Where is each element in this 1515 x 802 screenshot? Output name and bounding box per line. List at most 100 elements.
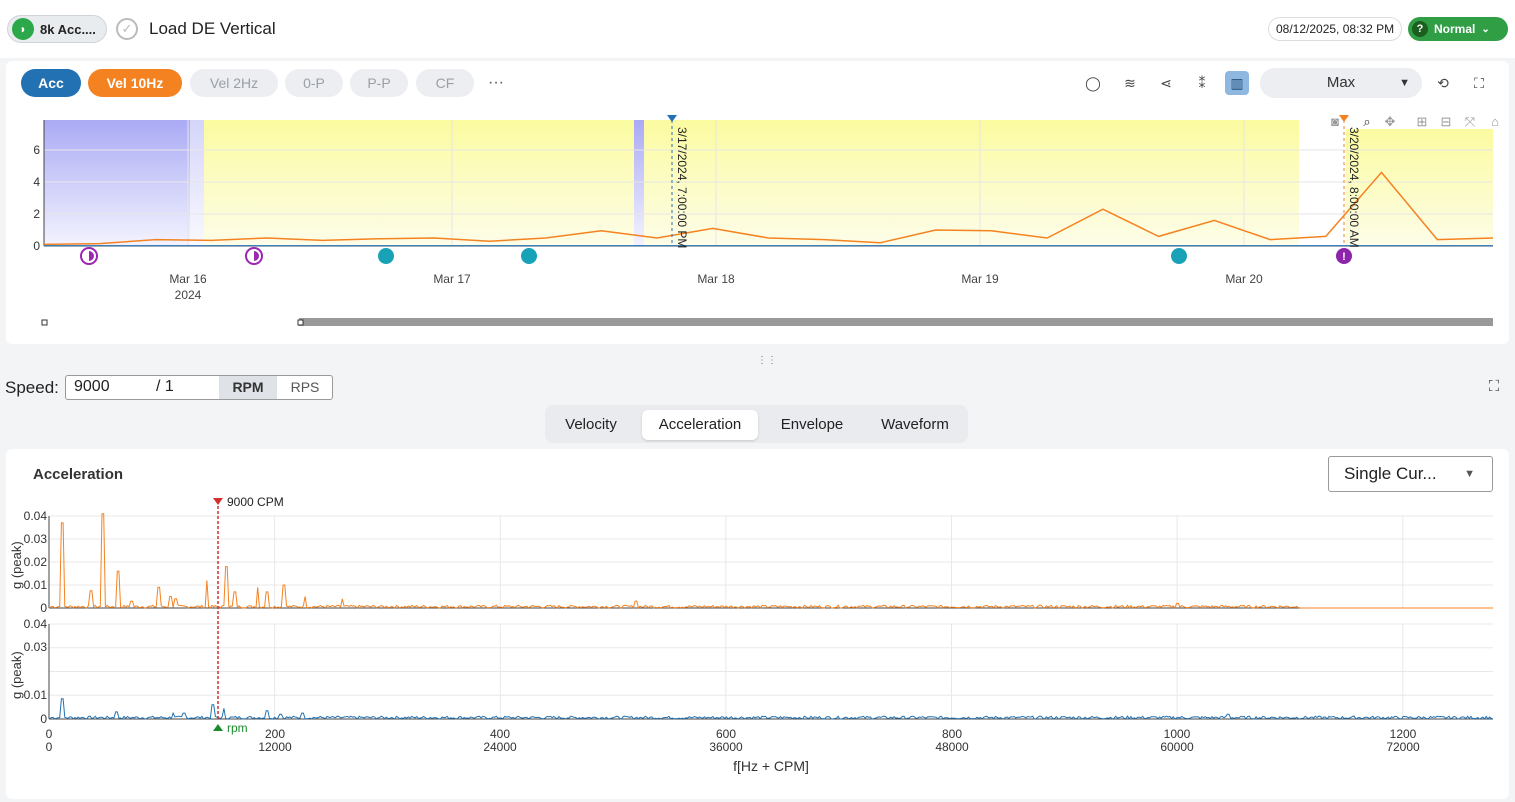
fullscreen-icon[interactable]: ⛶ <box>1474 75 1484 91</box>
vel-10hz-button[interactable]: Vel 10Hz <box>88 69 182 97</box>
spec-y-tick: 0.01 <box>24 688 48 702</box>
spec-x-tick: 200 <box>265 727 285 741</box>
trend-chart[interactable]: 0 2 4 6 Mar 16 2024 Mar 17 Mar 18 Mar 19… <box>6 61 1509 344</box>
camera-icon[interactable]: ◙ <box>1331 114 1339 129</box>
vel-2hz-button[interactable]: Vel 2Hz <box>190 69 278 97</box>
date-marker-label: 3/17/2024, 7:00:00 PM <box>675 127 689 248</box>
comment-icon[interactable]: ◯ <box>1085 75 1101 91</box>
spec-y-tick: 0.04 <box>24 617 48 631</box>
spec-x-tick: 800 <box>942 727 962 741</box>
trend-y-tick: 6 <box>33 143 40 157</box>
svg-text:!: ! <box>1342 251 1346 263</box>
scatter-icon[interactable]: ⁑ <box>1198 75 1206 91</box>
spec-x-tick: 1200 <box>1390 727 1417 741</box>
spec-y-tick: 0.04 <box>24 509 48 523</box>
trend-y-tick: 4 <box>33 175 40 189</box>
pan-icon[interactable]: ✥ <box>1385 114 1396 129</box>
event-icons[interactable]: ! <box>80 247 1352 265</box>
tab-acceleration[interactable]: Acceleration <box>642 410 758 440</box>
trend-x-tick: Mar 16 <box>169 272 207 286</box>
spec-x-cpm-tick: 0 <box>46 740 53 754</box>
trend-y-tick: 2 <box>33 207 40 221</box>
speed-value[interactable]: 9000 <box>74 378 110 395</box>
chevron-down-icon: ▼ <box>1399 77 1410 89</box>
spectrum-series-bottom <box>48 698 1494 720</box>
rpm-toggle[interactable]: RPM <box>219 376 277 399</box>
spectrum-series-top <box>48 513 1493 610</box>
trend-x-year: 2024 <box>175 288 202 302</box>
spectrum-card: Acceleration Single Cur... ▼ 0 0.01 0.02… <box>6 449 1509 799</box>
tab-velocity[interactable]: Velocity <box>565 416 617 433</box>
spec-x-cpm-tick: 48000 <box>935 740 969 754</box>
zoom-icon[interactable]: ⌕ <box>1363 114 1370 129</box>
trend-series-orange <box>43 171 1494 246</box>
spec-x-cpm-tick: 60000 <box>1160 740 1194 754</box>
filter-icon[interactable]: ⋖ <box>1160 75 1172 91</box>
speed-divider[interactable]: / 1 <box>156 378 174 395</box>
trend-y-tick: 0 <box>33 239 40 253</box>
cursor-mode-select[interactable]: Single Cur... ▼ <box>1328 456 1493 492</box>
spec-y-tick: 0.03 <box>24 640 48 654</box>
alarm-band-blue <box>44 120 190 246</box>
event-chart-icon[interactable] <box>378 248 394 264</box>
range-handle-right[interactable] <box>297 319 304 326</box>
acc-button[interactable]: Acc <box>21 69 81 97</box>
spec-y-tick: 0 <box>40 712 47 726</box>
history-icon[interactable]: ⟲ <box>1437 75 1449 91</box>
peak-peak-button[interactable]: P-P <box>350 69 408 97</box>
caret-down-icon: ▼ <box>1464 468 1475 480</box>
speed-input[interactable]: 9000 / 1 RPM RPS <box>65 375 333 400</box>
waves-icon[interactable]: ≋ <box>1124 75 1136 91</box>
event-chart-icon[interactable] <box>521 248 537 264</box>
page-title: Load DE Vertical <box>149 19 276 38</box>
crest-factor-button[interactable]: CF <box>416 69 474 97</box>
rps-toggle[interactable]: RPS <box>290 379 320 395</box>
columns-icon[interactable]: ▥ <box>1225 71 1249 95</box>
zero-peak-button[interactable]: 0-P <box>285 69 343 97</box>
home-icon[interactable]: ⌂ <box>1491 114 1499 129</box>
range-handle-left[interactable] <box>41 319 48 326</box>
range-select[interactable]: Max ▼ <box>1260 68 1422 98</box>
speed-marker-label: 9000 CPM <box>227 495 284 509</box>
autoscale-icon[interactable]: ⤧ <box>1465 114 1476 129</box>
status-label: Normal <box>1434 22 1476 36</box>
spec-y-tick: 0 <box>40 601 47 615</box>
range-select-value: Max <box>1326 74 1356 91</box>
marker-triangle-icon[interactable] <box>1339 115 1349 122</box>
alarm-band-blue <box>190 120 204 246</box>
resize-handle[interactable]: ⋮⋮ <box>757 355 777 366</box>
trend-x-tick: Mar 18 <box>697 272 735 286</box>
spec-y-tick: 0.03 <box>24 532 48 546</box>
top-header: ◗ 8k Acc.... ✓ Load DE Vertical 08/12/20… <box>0 0 1515 58</box>
help-icon: ? <box>1412 21 1428 37</box>
event-alert-icon[interactable] <box>1336 248 1352 264</box>
chevron-down-icon: ⌄ <box>1481 23 1490 35</box>
range-slider[interactable] <box>299 318 1493 326</box>
asset-selector[interactable]: ◗ 8k Acc.... <box>7 15 107 43</box>
alarm-band-yellow <box>204 120 634 246</box>
spec-x-tick: 400 <box>490 727 510 741</box>
spec-x-tick: 600 <box>716 727 736 741</box>
spectrum-chart[interactable]: 0 0.01 0.02 0.03 0.04 0 0.01 0.03 0.04 g… <box>6 449 1509 799</box>
trend-x-tick: Mar 17 <box>433 272 471 286</box>
tab-envelope[interactable]: Envelope <box>780 416 844 433</box>
event-chart-icon[interactable] <box>1171 248 1187 264</box>
status-badge[interactable]: ? Normal ⌄ <box>1408 17 1508 41</box>
check-circle-icon[interactable]: ✓ <box>116 18 138 40</box>
more-icon[interactable]: ··· <box>488 74 504 91</box>
marker-triangle-icon[interactable] <box>213 498 223 505</box>
speed-label: Speed: <box>5 378 59 397</box>
datetime-display: 08/12/2025, 08:32 PM <box>1268 17 1403 41</box>
spectrum-title: Acceleration <box>33 466 124 483</box>
rabbit-icon: ◗ <box>12 18 34 40</box>
rpm-label: rpm <box>227 721 248 735</box>
spec-x-cpm-tick: 12000 <box>258 740 292 754</box>
marker-triangle-icon[interactable] <box>667 115 677 122</box>
rpm-triangle-icon[interactable] <box>213 724 223 731</box>
fullscreen-icon[interactable]: ⛶ <box>1488 378 1500 395</box>
tab-waveform[interactable]: Waveform <box>881 416 949 433</box>
spec-x-label: f[Hz + CPM] <box>733 758 809 774</box>
zoom-out-icon[interactable]: ⊟ <box>1441 114 1452 129</box>
zoom-in-icon[interactable]: ⊞ <box>1417 114 1428 129</box>
spec-y-tick: 0.01 <box>24 578 48 592</box>
